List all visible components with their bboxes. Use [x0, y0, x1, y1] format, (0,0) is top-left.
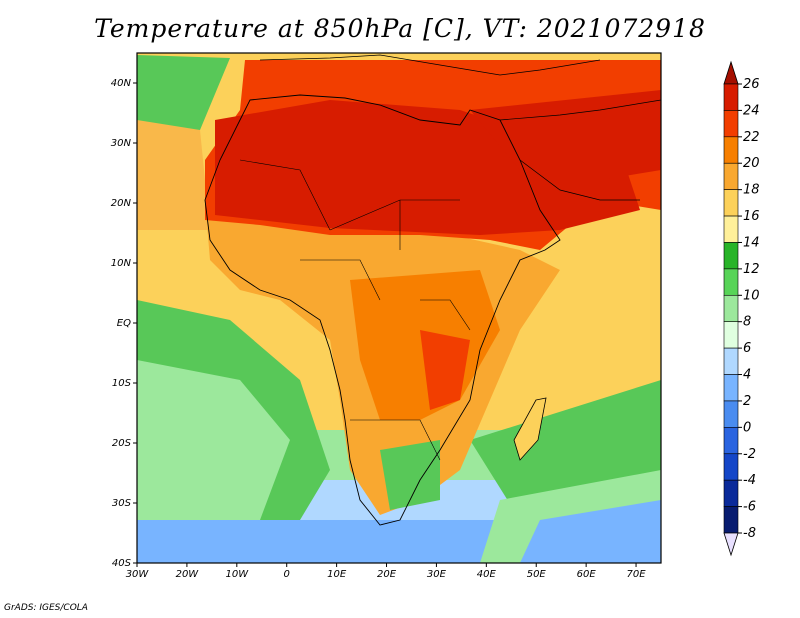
- colorbar-segment: [723, 294, 739, 323]
- colorbar-segment: [723, 427, 739, 455]
- colorbar-segment: [723, 374, 739, 402]
- colorbar-label: 2: [743, 394, 751, 409]
- colorbar-label: 18: [743, 183, 760, 198]
- region-great-lakes: [420, 330, 470, 410]
- middle-east-borders: [499, 99, 661, 201]
- colorbar-label: 16: [743, 209, 760, 224]
- colorbar-segment: [723, 453, 739, 481]
- y-tick-label: 20N: [111, 198, 132, 209]
- region-south-africa-cool: [380, 440, 440, 510]
- x-tick-label: 30E: [427, 569, 447, 580]
- colorbar-label: 0: [743, 420, 751, 435]
- colorbar-label: 6: [743, 341, 751, 356]
- colorbar-label: -8: [743, 526, 756, 541]
- y-tick-label: 30N: [111, 138, 132, 149]
- region-arabia-iran: [470, 90, 661, 180]
- colorbar-label: 10: [743, 288, 760, 303]
- y-tick-label: 10S: [112, 378, 132, 389]
- africa-coastline: [204, 94, 561, 526]
- colorbar-label: 4: [743, 368, 751, 383]
- colorbar-label: 12: [743, 262, 760, 277]
- x-axis-ticks: 30W 20W 10W 0 10E 20E 30E 40E 50E 60E 70E: [126, 563, 647, 580]
- x-tick-label: 30W: [126, 569, 150, 580]
- colorbar-label: -2: [743, 447, 756, 462]
- y-tick-label: 40N: [111, 78, 132, 89]
- colorbar-segment: [723, 136, 739, 164]
- colorbar-label: -6: [743, 500, 756, 515]
- colorbar-segment: [723, 189, 739, 217]
- colorbar-label: 22: [743, 130, 760, 145]
- region-indian-ocean-blue: [520, 500, 661, 563]
- x-tick-label: 20W: [176, 569, 200, 580]
- y-tick-label: EQ: [117, 318, 131, 329]
- colorbar-label: 8: [743, 315, 751, 330]
- colorbar-segment: [723, 110, 739, 138]
- region-north-atlantic-orange: [137, 120, 210, 230]
- plot-frame: [136, 52, 662, 564]
- madagascar-outline: [513, 397, 547, 461]
- colorbar-bottom-arrow: [723, 532, 739, 557]
- x-tick-label: 60E: [577, 569, 597, 580]
- region-south-atlantic-lightgreen: [137, 360, 290, 520]
- colorbar-segment: [723, 83, 739, 111]
- x-tick-label: 10W: [225, 569, 249, 580]
- temperature-field: [137, 53, 661, 563]
- region-mediterranean: [255, 60, 520, 95]
- colorbar-label: 20: [743, 156, 760, 171]
- colorbar-segment: [723, 479, 739, 507]
- x-tick-label: 0: [284, 569, 290, 580]
- x-tick-label: 50E: [527, 569, 547, 580]
- europe-coastline: [259, 54, 601, 76]
- map-title: Temperature at 850hPa [C], VT: 202107291…: [94, 14, 706, 43]
- colorbar-segment: [723, 215, 739, 243]
- colorbar-label: -4: [743, 473, 756, 488]
- y-tick-label: 30S: [112, 498, 132, 509]
- y-tick-label: 10N: [111, 258, 132, 269]
- colorbar-segment: [723, 268, 739, 296]
- y-tick-label: 40S: [112, 558, 132, 569]
- colorbar-label: 24: [743, 103, 760, 118]
- colorbar-label: 26: [743, 77, 760, 92]
- x-tick-label: 40E: [477, 569, 497, 580]
- y-axis-ticks: 40N 30N 20N 10N EQ 10S 20S 30S 40S: [111, 78, 137, 569]
- colorbar-segment: [723, 506, 739, 534]
- x-tick-label: 10E: [327, 569, 347, 580]
- y-tick-label: 20S: [112, 438, 132, 449]
- colorbar-segment: [723, 347, 739, 375]
- colorbar-segment: [723, 321, 739, 349]
- grads-credit: GrADS: IGES/COLA: [4, 603, 88, 613]
- colorbar-segment: [723, 242, 739, 270]
- colorbar-label: 14: [743, 235, 760, 250]
- x-tick-label: 20E: [377, 569, 397, 580]
- colorbar-segment: [723, 400, 739, 428]
- colorbar-segment: [723, 162, 739, 190]
- x-tick-label: 70E: [627, 569, 647, 580]
- colorbar-top-arrow: [723, 60, 739, 85]
- country-borders: [239, 159, 471, 461]
